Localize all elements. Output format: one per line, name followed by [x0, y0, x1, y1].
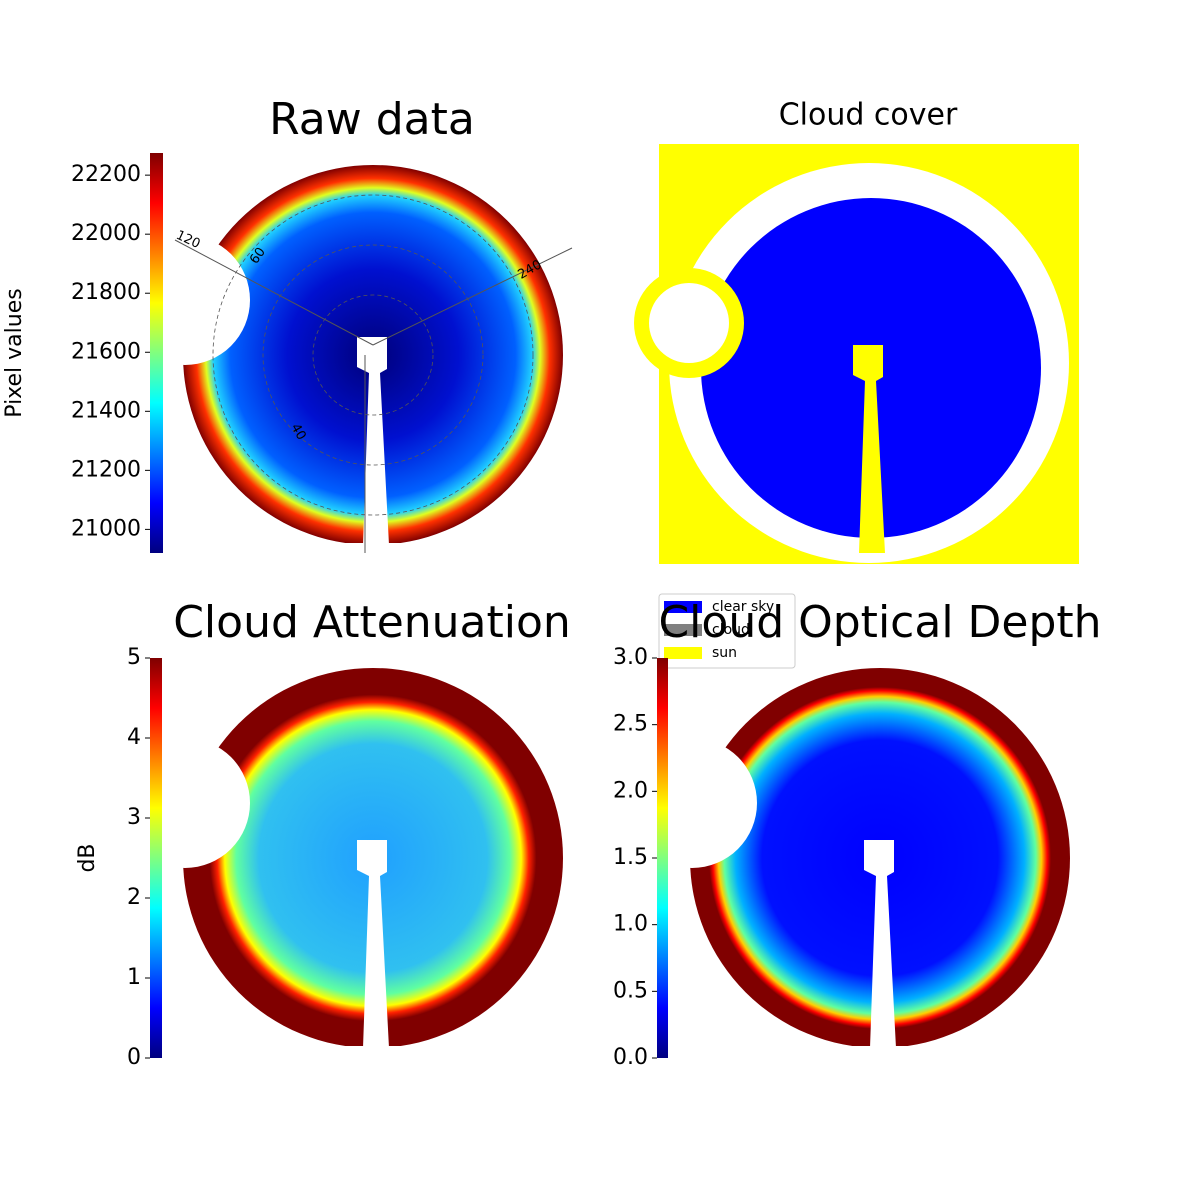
horizon-cutout: [120, 738, 250, 868]
mast: [864, 840, 896, 1048]
chart-title: Cloud cover: [779, 98, 958, 133]
colorbar-tick-label: 2: [127, 885, 141, 910]
colorbar-tick-label: 0.5: [613, 978, 648, 1003]
colorbar-tick-label: 21600: [71, 339, 141, 364]
colorbar-tick-label: 3: [127, 805, 141, 830]
polar-axis: [372, 247, 573, 346]
colorbar: [657, 658, 668, 1058]
polar-axis: [174, 239, 374, 346]
legend-label: cloud: [712, 622, 750, 638]
chart-title: Cloud Optical Depth: [658, 597, 1101, 648]
horizon-cutout: [173, 543, 573, 563]
colorbar-tick-label: 1: [127, 965, 141, 990]
colorbar-tick-label: 21000: [71, 516, 141, 541]
colorbar-label: Pixel values: [2, 288, 27, 417]
colorbar-tick-label: 1.5: [613, 845, 648, 870]
colorbar-tick-label: 22200: [71, 162, 141, 187]
legend-swatch: [664, 601, 702, 613]
legend-label: clear sky: [712, 599, 774, 615]
colorbar-tick-label: 5: [127, 645, 141, 670]
mast: [357, 840, 389, 1048]
colorbar-tick-label: 21200: [71, 457, 141, 482]
colorbar-tick-label: 0: [127, 1045, 141, 1070]
legend-swatch: [664, 647, 702, 659]
horizon-cutout: [649, 283, 729, 363]
polar-label: 40: [287, 421, 308, 443]
horizon-cutout: [173, 1046, 573, 1066]
polar-grid: [262, 244, 484, 466]
colorbar-tick-label: 1.0: [613, 912, 648, 937]
colorbar: [150, 153, 163, 553]
colorbar-tick-label: 2.0: [613, 778, 648, 803]
colorbar-tick-label: 22000: [71, 221, 141, 246]
colorbar-tick-label: 21400: [71, 398, 141, 423]
mast: [853, 345, 885, 553]
polar-grid: [312, 294, 434, 416]
chart-title: Raw data: [269, 94, 475, 145]
legend-label: sun: [712, 645, 737, 661]
chart-title: Cloud Attenuation: [173, 597, 571, 648]
colorbar-tick-label: 3.0: [613, 645, 648, 670]
colorbar: [150, 658, 162, 1058]
colorbar-label: dB: [75, 843, 100, 872]
colorbar-tick-label: 4: [127, 725, 141, 750]
polar-grid: [212, 194, 534, 516]
legend-swatch: [664, 624, 702, 636]
colorbar-tick-label: 0.0: [613, 1045, 648, 1070]
colorbar-tick-label: 21800: [71, 280, 141, 305]
colorbar-tick-label: 2.5: [613, 712, 648, 737]
horizon-cutout: [680, 1046, 1080, 1066]
